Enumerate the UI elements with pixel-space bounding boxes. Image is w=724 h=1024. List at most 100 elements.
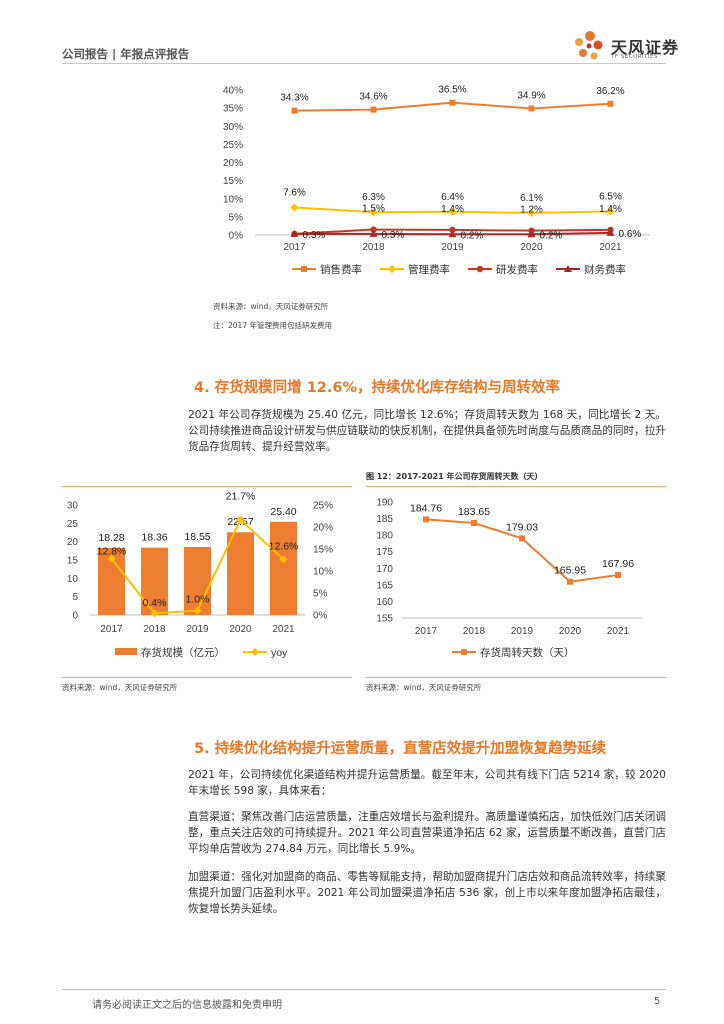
data-point — [448, 207, 457, 216]
y-tick-label: 175 — [376, 547, 393, 558]
bar-value-label: 18.55 — [184, 531, 210, 543]
turnover-label: 183.65 — [458, 506, 490, 518]
page-number: 5 — [654, 996, 661, 1007]
expense-ratio-chart: 0% 5% 10% 15% 20% 25% 30% 35% 40% 2017 2018 2019 202… — [223, 85, 650, 276]
data-point — [369, 208, 378, 217]
data-label: 34.9% — [517, 90, 545, 101]
legend-label: 销售费率 — [320, 263, 362, 276]
legend-label: 管理费率 — [408, 263, 450, 276]
yoy-point — [150, 609, 159, 618]
data-point — [528, 105, 535, 112]
report-type-header: 公司报告 | 年报点评报告 — [62, 47, 190, 61]
section-5-title: 5. 持续优化结构提升运营质量，直营店效提升加盟恢复趋势延续 — [194, 741, 607, 757]
bar-value-label: 18.28 — [98, 532, 124, 544]
turnover-days-chart: 155 160 165 170 175 180 185 190 2017 2018 2019 2020… — [376, 498, 642, 659]
y-tick-label: 170 — [376, 564, 393, 575]
y-tick-label: 180 — [376, 531, 393, 542]
data-label: 6.4% — [441, 192, 464, 203]
x-tick-label: 2020 — [559, 626, 582, 637]
y-tick-label: 155 — [376, 614, 393, 625]
bar-value-label: 18.36 — [141, 532, 167, 544]
y-tick-label: 185 — [376, 514, 393, 525]
source-note-3: 资料来源：wind，天风证券研究所 — [366, 683, 482, 692]
disclaimer-footer: 请务必阅读正文之后的信息披露和免责申明 — [92, 1000, 282, 1011]
y-right-tick-label: 5% — [313, 589, 328, 600]
logo-name: 天风证券 — [611, 38, 680, 57]
data-label: 36.5% — [438, 85, 466, 96]
data-label: 1.4% — [599, 204, 622, 215]
data-label: 0.6% — [619, 229, 642, 240]
x-tick-label: 2019 — [441, 242, 464, 253]
data-point — [449, 99, 456, 106]
x-tick-label: 2017 — [100, 624, 123, 635]
data-label: 1.5% — [362, 204, 385, 215]
legend-marker — [476, 265, 484, 273]
yoy-point — [236, 515, 245, 524]
y-left-tick-label: 25 — [67, 519, 79, 530]
data-point — [607, 100, 614, 107]
inventory-bar — [184, 546, 211, 615]
source-note-1: 资料来源：wind，天风证券研究所 — [213, 302, 329, 311]
data-label: 0.3% — [303, 230, 326, 241]
y-left-tick-label: 5 — [72, 592, 78, 603]
y-left-tick-label: 20 — [67, 537, 79, 548]
figure-12-title: 图 12：2017-2021 年公司存货周转天数（天） — [366, 472, 543, 481]
data-point — [370, 226, 377, 233]
data-point — [527, 208, 536, 217]
y-tick-label: 5% — [229, 212, 244, 223]
y-left-tick-label: 30 — [67, 501, 79, 512]
x-tick-label: 2021 — [272, 624, 295, 635]
inventory-bar — [227, 532, 254, 615]
inventory-chart: 0 5 10 15 20 25 30 0% 5% 10% 15% 20% 25% 2017 2018 2019… — [67, 491, 333, 659]
y-tick-label: 40% — [223, 86, 243, 97]
x-tick-label: 2019 — [511, 626, 534, 637]
y-right-tick-label: 25% — [313, 501, 333, 512]
y-tick-label: 30% — [223, 122, 243, 133]
turnover-point — [471, 520, 477, 527]
turnover-label: 165.95 — [554, 565, 586, 577]
turnover-point — [519, 535, 525, 542]
logo-subtitle: TF SECURITIES — [611, 54, 658, 60]
data-label: 34.3% — [280, 93, 308, 104]
footer-divider — [62, 989, 666, 990]
x-tick-label: 2021 — [607, 626, 630, 637]
y-right-tick-label: 10% — [313, 567, 333, 578]
yoy-label: 21.7% — [226, 491, 256, 503]
figure-11-bottom-rule — [62, 677, 352, 678]
yoy-label: 12.6% — [269, 541, 299, 553]
turnover-label: 167.96 — [602, 558, 634, 570]
company-logo — [568, 28, 608, 64]
x-tick-label: 2017 — [415, 626, 438, 637]
data-label: 0.2% — [540, 230, 563, 241]
data-label: 0.2% — [461, 230, 484, 241]
y-right-tick-label: 15% — [313, 545, 333, 556]
x-tick-label: 2018 — [362, 242, 385, 253]
legend-marker — [251, 648, 259, 656]
legend-bar-swatch — [115, 648, 137, 655]
source-note-2: 资料来源：wind，天风证券研究所 — [62, 683, 178, 692]
x-tick-label: 2020 — [520, 242, 543, 253]
y-tick-label: 25% — [223, 140, 243, 151]
bar-value-label: 25.40 — [270, 506, 296, 518]
x-tick-label: 2018 — [143, 624, 166, 635]
data-point — [449, 226, 456, 234]
data-point — [370, 106, 377, 113]
data-point — [606, 207, 615, 216]
y-tick-label: 190 — [376, 498, 393, 509]
y-left-tick-label: 10 — [67, 574, 79, 585]
legend-label: yoy — [271, 647, 288, 659]
yoy-label: 1.0% — [186, 594, 210, 606]
turnover-label: 179.03 — [506, 521, 538, 533]
y-tick-label: 0% — [229, 231, 244, 242]
turnover-point — [615, 572, 621, 579]
yoy-label: 12.8% — [97, 546, 127, 558]
data-label: 6.3% — [362, 192, 385, 203]
data-point — [448, 230, 457, 238]
yoy-point — [107, 554, 116, 563]
turnover-point — [567, 578, 573, 585]
figure-11-rule — [62, 486, 352, 487]
x-tick-label: 2019 — [186, 624, 209, 635]
legend-label: 存货周转天数（天） — [480, 646, 575, 659]
yoy-point — [279, 555, 288, 564]
y-right-tick-label: 20% — [313, 523, 333, 534]
